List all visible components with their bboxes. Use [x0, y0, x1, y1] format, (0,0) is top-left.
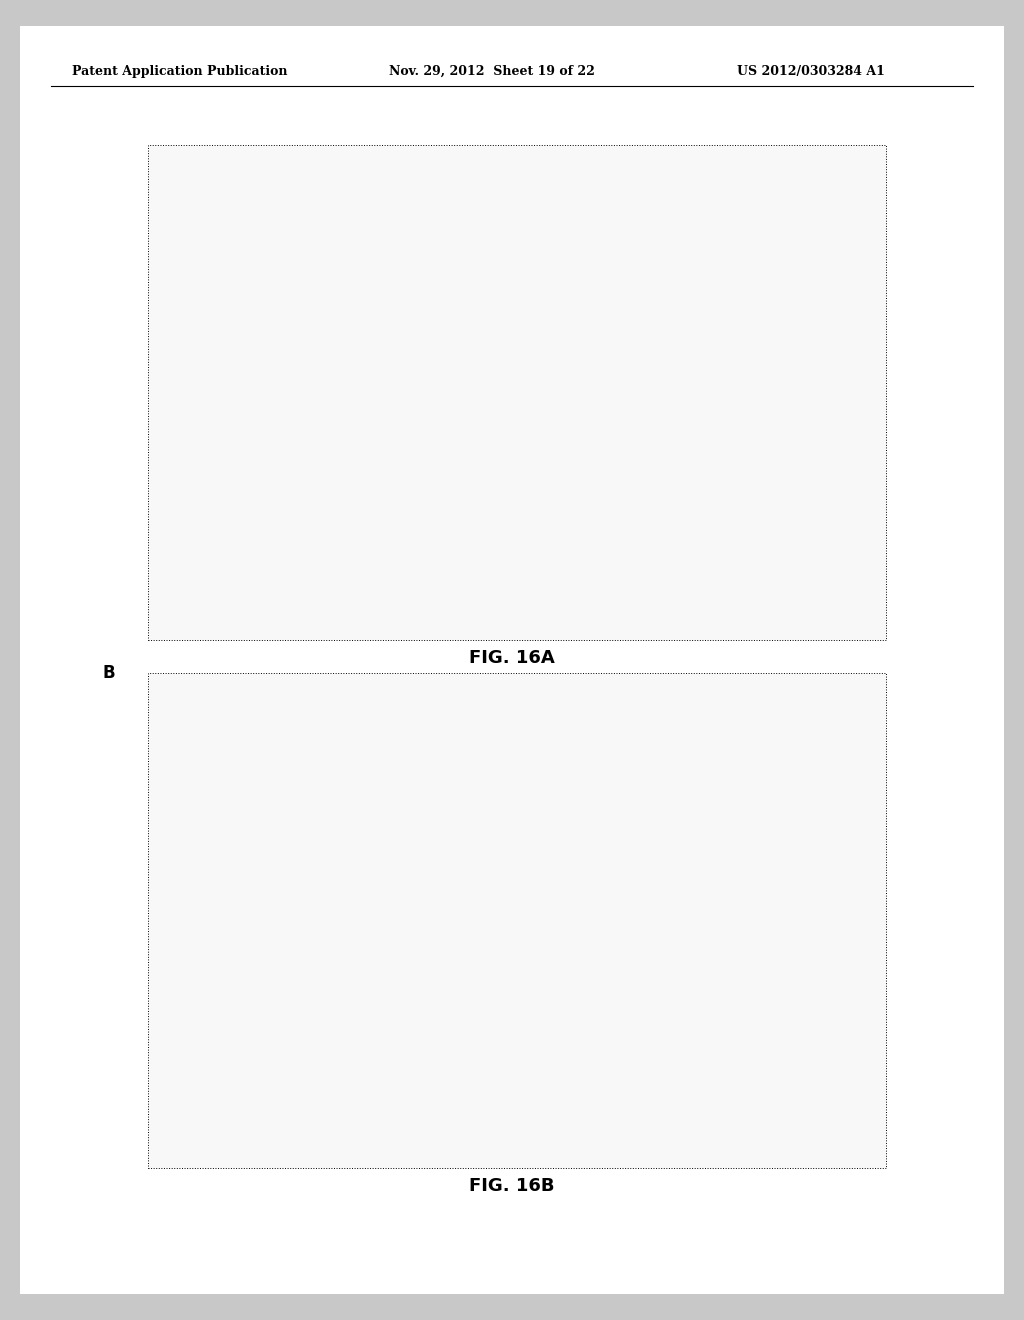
Point	[524, 968, 541, 989]
Point	[656, 317, 673, 338]
Point	[524, 454, 541, 475]
X-axis label: PFS bin (Days): PFS bin (Days)	[493, 1140, 572, 1150]
Text: FIG. 16B: FIG. 16B	[469, 1177, 555, 1196]
Y-axis label: Count: Count	[190, 907, 201, 941]
Point	[480, 484, 497, 506]
Point	[349, 546, 366, 568]
Point	[568, 982, 585, 1003]
Point	[436, 692, 453, 713]
Y-axis label: Count: Count	[190, 379, 201, 413]
Point	[743, 1044, 760, 1065]
Point	[392, 531, 409, 552]
Point	[656, 1028, 673, 1049]
Text: FIG. 16A: FIG. 16A	[469, 649, 555, 668]
Point	[568, 424, 585, 445]
Point	[480, 845, 497, 866]
Point	[392, 676, 409, 697]
X-axis label: PFS bin (Days): PFS bin (Days)	[493, 612, 572, 622]
Point	[349, 768, 366, 789]
Point	[699, 1044, 716, 1065]
Text: y = -0.2024x + 25.182: y = -0.2024x + 25.182	[569, 785, 688, 796]
Title: Counts of variable profiles for IL-12p70: Counts of variable profiles for IL-12p70	[411, 187, 654, 201]
Text: y = 0.2133x - 6: y = 0.2133x - 6	[643, 257, 724, 268]
Title: Counts of variable profiles for IL-17: Counts of variable profiles for IL-17	[422, 715, 643, 729]
Point	[503, 982, 519, 1003]
Text: Patent Application Publication: Patent Application Publication	[72, 65, 287, 78]
Text: B: B	[102, 664, 115, 682]
Point	[699, 286, 716, 308]
Text: Nov. 29, 2012  Sheet 19 of 22: Nov. 29, 2012 Sheet 19 of 22	[389, 65, 595, 78]
Text: US 2012/0303284 A1: US 2012/0303284 A1	[737, 65, 885, 78]
